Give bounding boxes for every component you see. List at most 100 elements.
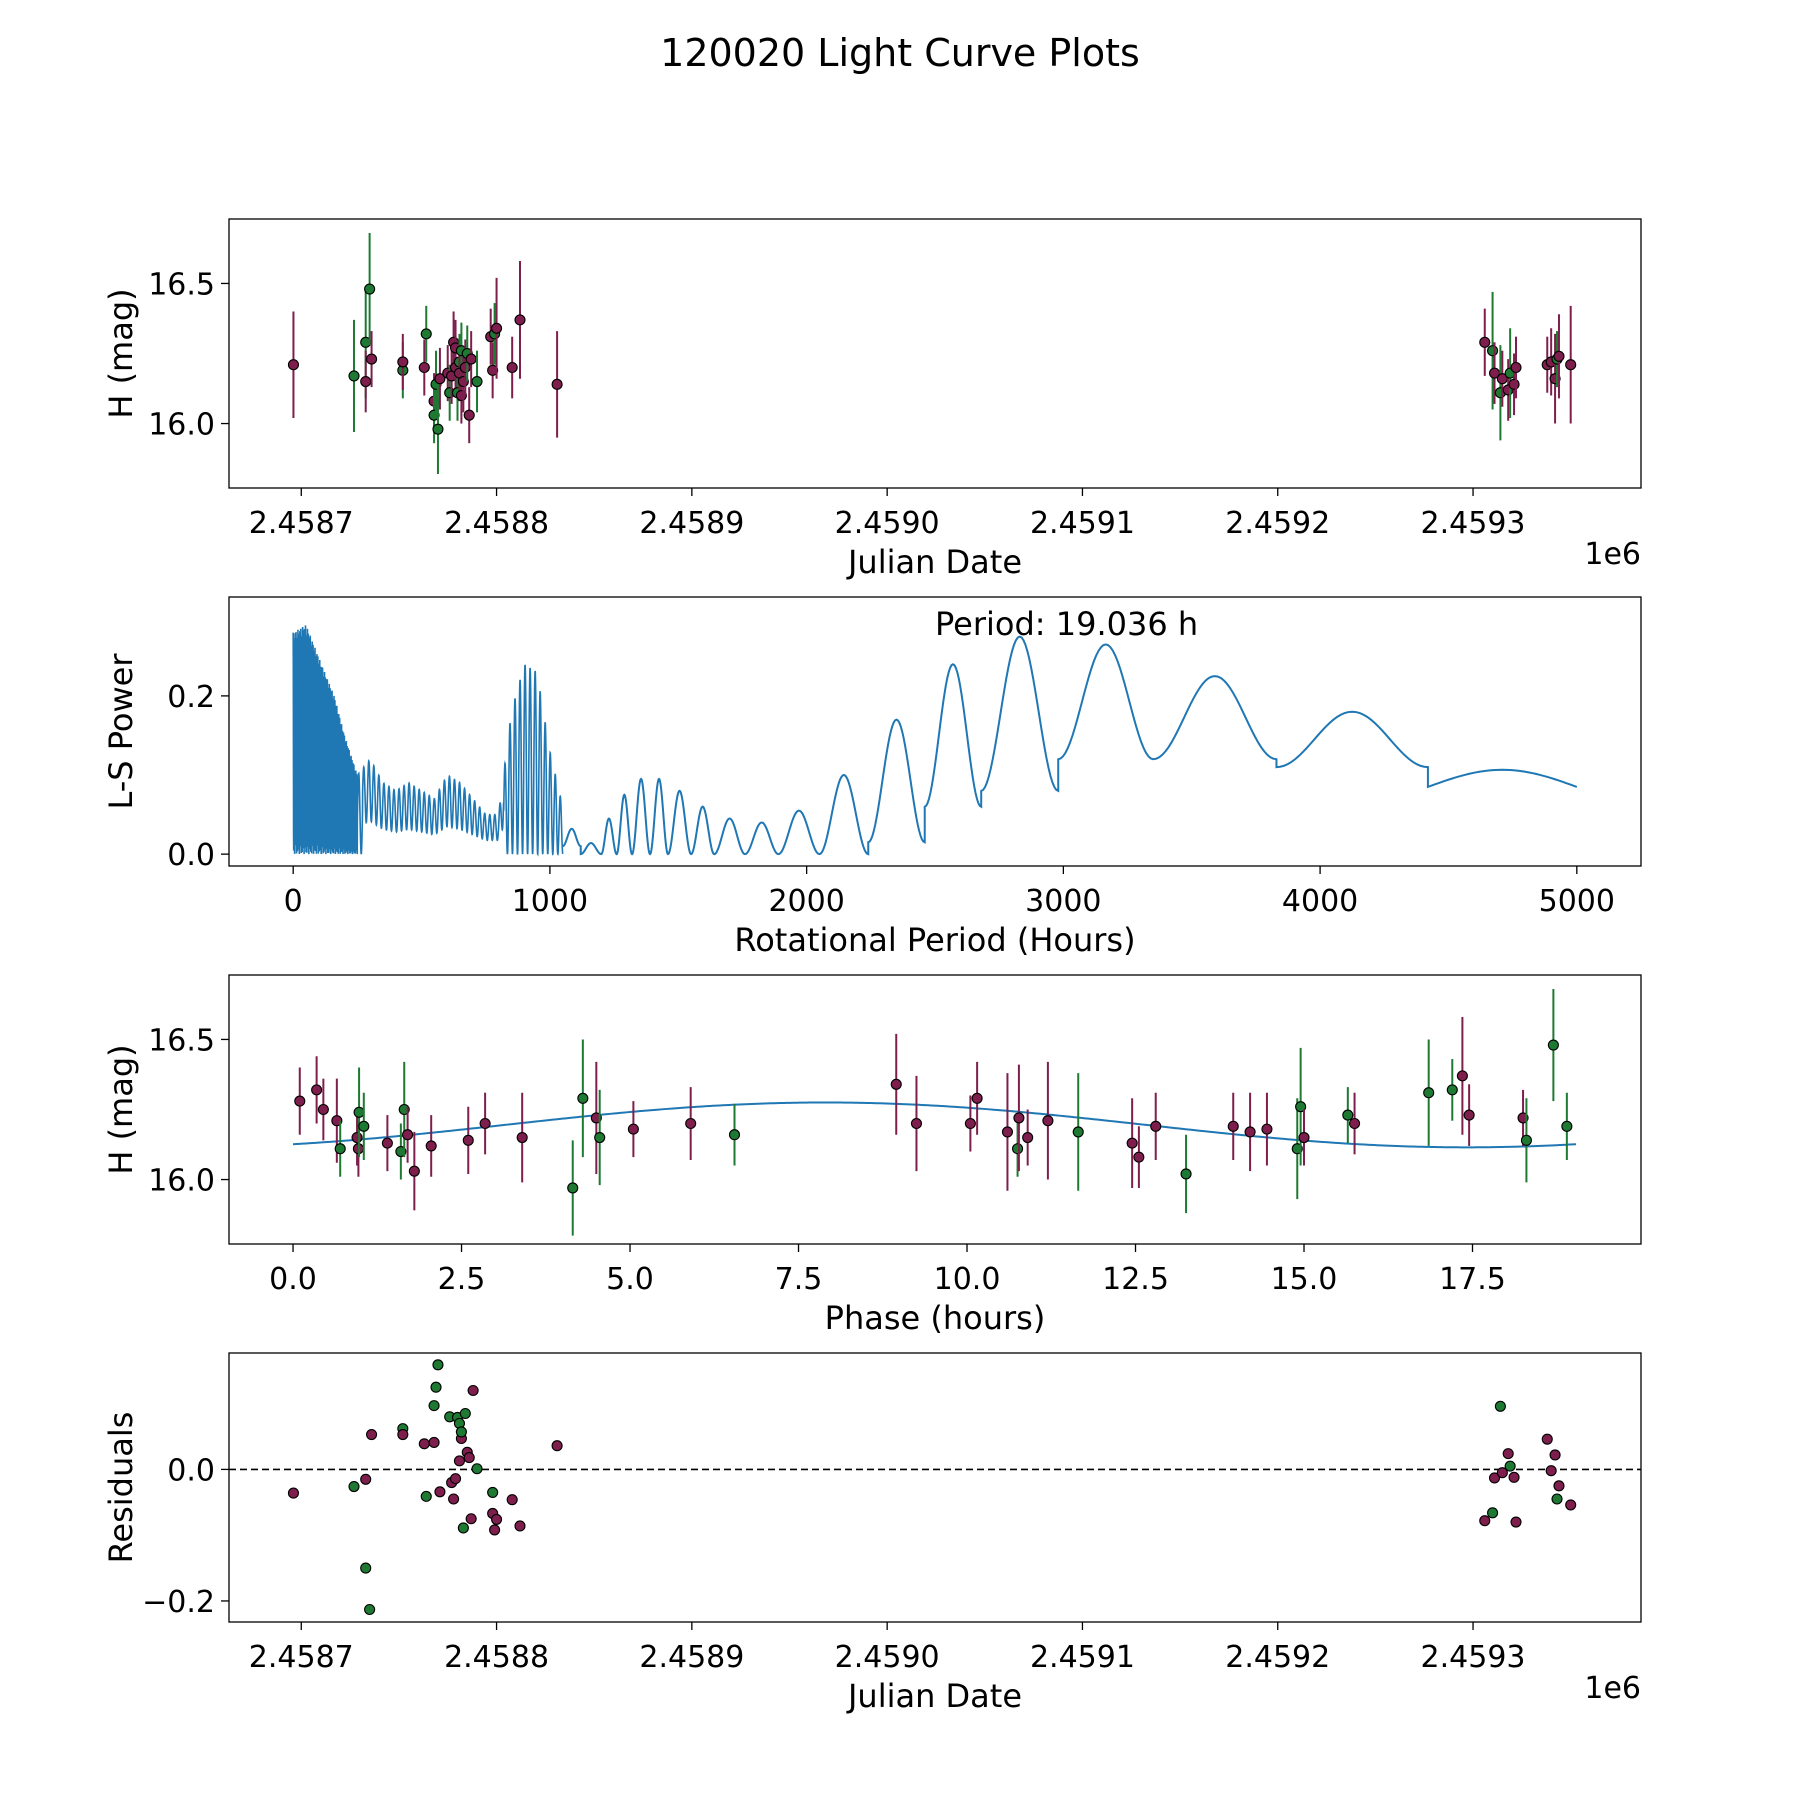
res-data-point	[430, 1381, 442, 1393]
lc-data-point	[1565, 359, 1577, 371]
res-data-point	[434, 1486, 446, 1498]
phase-ylabel: H (mag)	[102, 1044, 140, 1174]
lc-xtick-label: 2.4592	[1225, 506, 1330, 541]
lc-frame	[228, 218, 1642, 489]
res-data-point	[1510, 1516, 1522, 1528]
phase-panel	[221, 974, 1642, 1252]
phase-data-point	[1013, 1112, 1025, 1124]
ls-xlabel: Rotational Period (Hours)	[734, 921, 1135, 959]
res-xtick-label: 2.4587	[249, 1640, 354, 1675]
res-data-point	[487, 1486, 499, 1498]
phase-data-point	[1126, 1137, 1138, 1149]
res-xlabel: Julian Date	[846, 1677, 1022, 1715]
res-xtick-label: 2.4589	[639, 1640, 744, 1675]
phase-data-point	[627, 1123, 639, 1135]
res-data-point	[455, 1426, 467, 1438]
res-xtick-label: 2.4591	[1030, 1640, 1135, 1675]
phase-plot-area	[292, 989, 1577, 1236]
lc-ylabel: H (mag)	[102, 288, 140, 418]
ls-xtick-label: 2000	[768, 884, 844, 919]
phase-data-point	[402, 1129, 414, 1141]
phase-ytick-label: 16.5	[148, 1023, 215, 1058]
phase-data-point	[1561, 1120, 1573, 1132]
res-data-point	[449, 1473, 462, 1485]
ls-ytick-label: 0.2	[167, 680, 215, 715]
phase-data-point	[890, 1078, 902, 1090]
res-data-point	[1545, 1465, 1557, 1477]
ls-panel	[221, 596, 1642, 874]
phase-data-point	[577, 1092, 589, 1104]
phase-data-point	[516, 1131, 528, 1144]
phase-xtick-label: 10.0	[934, 1262, 1001, 1297]
res-data-point	[506, 1494, 518, 1506]
lc-xtick-label: 2.4590	[835, 506, 940, 541]
phase-data-point	[685, 1117, 697, 1130]
lc-data-point	[551, 378, 563, 390]
res-data-point	[1549, 1449, 1561, 1461]
phase-data-point	[1298, 1131, 1310, 1144]
phase-xtick-label: 2.5	[438, 1262, 486, 1297]
res-data-point	[1541, 1433, 1553, 1445]
figure-title: 120020 Light Curve Plots	[660, 31, 1140, 75]
phase-data-point	[425, 1140, 437, 1152]
res-data-point	[397, 1429, 409, 1441]
phase-data-point	[1150, 1120, 1162, 1132]
phase-data-point	[1446, 1084, 1458, 1096]
res-data-point	[467, 1384, 479, 1397]
lc-data-point	[420, 328, 432, 340]
phase-xtick-label: 7.5	[775, 1262, 823, 1297]
phase-data-point	[1042, 1115, 1054, 1127]
phase-data-point	[1261, 1123, 1273, 1135]
lc-data-point	[487, 364, 499, 376]
res-data-point	[1494, 1400, 1506, 1412]
periodogram-dense-line	[292, 625, 564, 857]
res-data-point	[1551, 1493, 1563, 1505]
periodogram-smooth-line	[562, 635, 1578, 856]
ls-xtick-label: 1000	[512, 884, 588, 919]
phase-data-point	[728, 1129, 741, 1141]
phase-data-point	[353, 1106, 365, 1118]
phase-data-point	[1133, 1151, 1145, 1163]
lc-data-point	[360, 375, 372, 388]
phase-data-point	[1342, 1109, 1354, 1121]
phase-xtick-label: 5.0	[606, 1262, 654, 1297]
phase-data-point	[1456, 1070, 1468, 1082]
res-xtick-label: 2.4590	[835, 1640, 940, 1675]
lc-data-point	[366, 353, 378, 365]
res-data-point	[366, 1429, 378, 1441]
lc-data-point	[418, 361, 430, 374]
lc-data-point	[491, 322, 503, 334]
phase-data-point	[479, 1117, 491, 1130]
lc-xlabel: Julian Date	[846, 543, 1022, 581]
phase-data-point	[1227, 1120, 1239, 1132]
res-data-point	[465, 1513, 477, 1525]
phase-data-point	[311, 1084, 323, 1096]
res-data-point	[364, 1603, 376, 1616]
phase-data-point	[1012, 1143, 1024, 1155]
lc-xtick-label: 2.4587	[249, 506, 354, 541]
res-data-point	[360, 1473, 372, 1485]
res-data-point	[514, 1520, 526, 1532]
res-data-point	[1553, 1480, 1565, 1492]
res-offset-label: 1e6	[1584, 1671, 1641, 1706]
phase-data-point	[594, 1131, 606, 1144]
lc-data-point	[506, 361, 518, 374]
lc-data-point	[1510, 361, 1522, 374]
phase-data-point	[1423, 1087, 1435, 1099]
lc-data-point	[397, 356, 409, 368]
res-xtick-label: 2.4592	[1225, 1640, 1330, 1675]
phase-data-point	[317, 1103, 329, 1116]
res-data-point	[1487, 1507, 1499, 1519]
ls-xtick-label: 5000	[1539, 884, 1615, 919]
res-frame	[228, 1352, 1642, 1623]
phase-data-point	[381, 1137, 393, 1149]
lc-panel	[221, 218, 1642, 496]
res-data-point	[1488, 1472, 1501, 1484]
res-panel	[221, 1352, 1642, 1630]
res-ytick-label: −0.2	[142, 1585, 215, 1620]
phase-data-point	[1072, 1126, 1084, 1138]
phase-data-point	[294, 1095, 306, 1107]
ls-frame	[228, 596, 1642, 867]
lc-data-point	[1508, 378, 1520, 390]
phase-data-point	[910, 1117, 923, 1130]
